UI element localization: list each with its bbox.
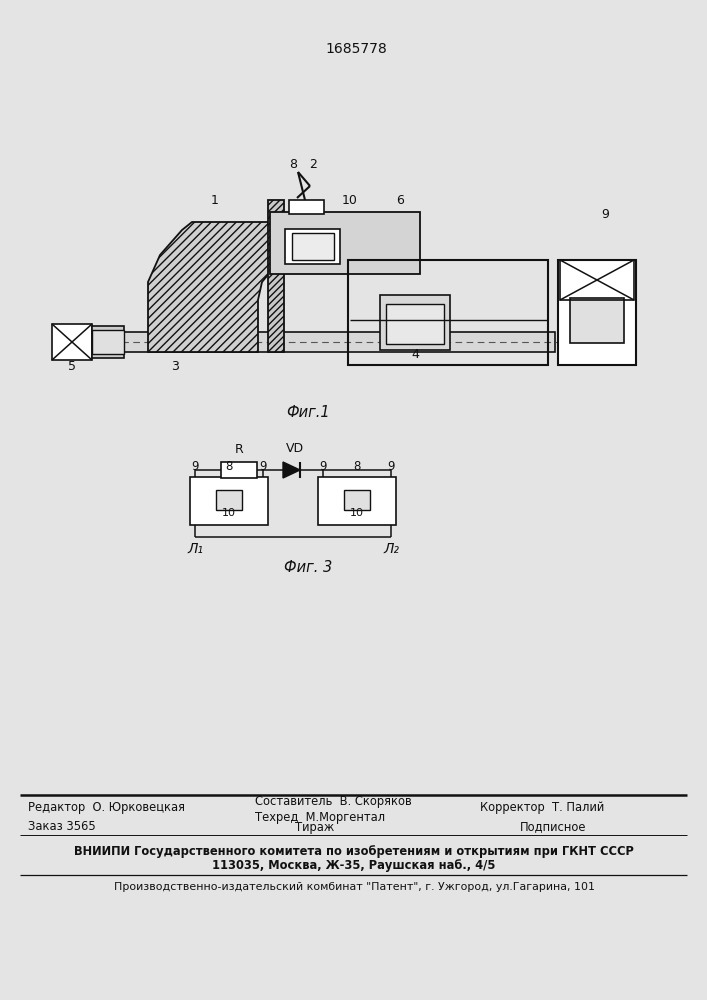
Text: 1: 1: [211, 194, 219, 207]
Bar: [92, 326, 124, 358]
Text: 6: 6: [396, 194, 404, 207]
Bar: [570, 298, 624, 343]
Text: 10: 10: [350, 508, 364, 518]
Bar: [386, 304, 444, 344]
Bar: [221, 462, 257, 478]
Bar: [348, 260, 548, 365]
Text: Производственно-издательский комбинат "Патент", г. Ужгород, ул.Гагарина, 101: Производственно-издательский комбинат "П…: [114, 882, 595, 892]
Text: 9: 9: [387, 460, 395, 473]
Text: ВНИИПИ Государственного комитета по изобретениям и открытиям при ГКНТ СССР: ВНИИПИ Государственного комитета по изоб…: [74, 845, 634, 858]
Bar: [90, 332, 555, 352]
Text: 9: 9: [601, 209, 609, 222]
Text: Тираж: Тираж: [295, 820, 334, 834]
Text: Л₁: Л₁: [187, 542, 203, 556]
Text: Составитель  В. Скоряков: Составитель В. Скоряков: [255, 796, 411, 808]
Text: Подписное: Подписное: [520, 820, 587, 834]
Bar: [558, 260, 636, 365]
Text: 113035, Москва, Ж-35, Раушская наб., 4/5: 113035, Москва, Ж-35, Раушская наб., 4/5: [212, 859, 496, 872]
Text: 9: 9: [320, 460, 327, 473]
Bar: [216, 490, 242, 510]
Bar: [270, 212, 420, 274]
Text: 1685778: 1685778: [325, 42, 387, 56]
Bar: [92, 330, 124, 354]
Bar: [560, 260, 634, 300]
Text: VD: VD: [286, 442, 304, 455]
Text: 9: 9: [192, 460, 199, 473]
Text: 3: 3: [171, 360, 179, 373]
Text: Л₂: Л₂: [383, 542, 399, 556]
Bar: [344, 490, 370, 510]
Text: 10: 10: [342, 194, 358, 207]
Text: 10: 10: [222, 508, 236, 518]
Bar: [380, 295, 450, 350]
Polygon shape: [283, 462, 300, 478]
Bar: [318, 477, 396, 525]
Bar: [52, 324, 92, 360]
Text: Редактор  О. Юрковецкая: Редактор О. Юрковецкая: [28, 800, 185, 814]
Text: 5: 5: [68, 360, 76, 373]
Text: Корректор  Т. Палий: Корректор Т. Палий: [480, 800, 604, 814]
Text: 8: 8: [289, 157, 297, 170]
Bar: [289, 200, 324, 214]
Bar: [190, 477, 268, 525]
Text: 8: 8: [226, 460, 233, 473]
Bar: [285, 229, 340, 264]
Text: 4: 4: [411, 349, 419, 361]
Text: Техред  М.Моргентал: Техред М.Моргентал: [255, 810, 385, 824]
Text: 9: 9: [259, 460, 267, 473]
Text: Фиг. 3: Фиг. 3: [284, 560, 332, 575]
Polygon shape: [148, 222, 272, 352]
Text: Фиг.1: Фиг.1: [286, 405, 329, 420]
Bar: [292, 233, 334, 260]
Text: R: R: [235, 443, 243, 456]
Text: 8: 8: [354, 460, 361, 473]
Text: 2: 2: [309, 158, 317, 172]
Text: Заказ 3565: Заказ 3565: [28, 820, 95, 834]
Polygon shape: [268, 200, 284, 352]
